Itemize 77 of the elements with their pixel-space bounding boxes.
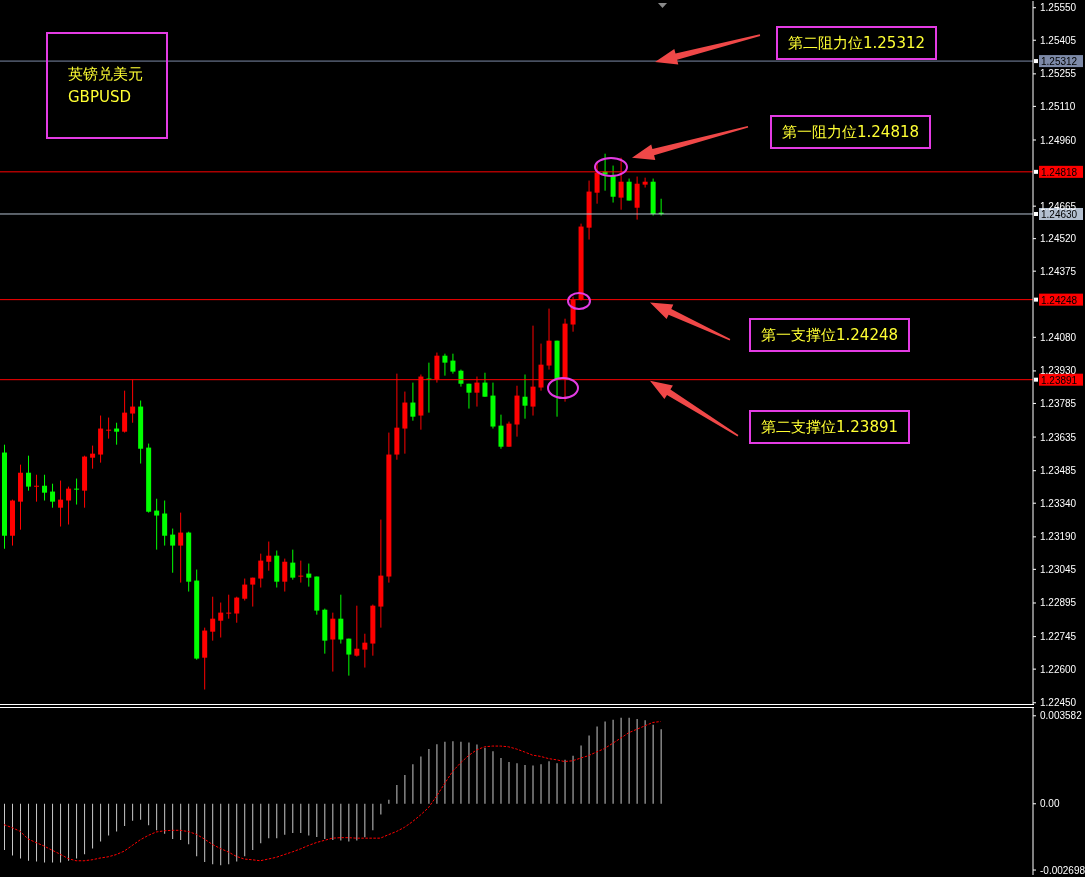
ref-line-label: 1.24818 — [1041, 166, 1078, 178]
candlestick — [354, 605, 360, 658]
candlestick — [34, 474, 40, 503]
candlestick — [626, 178, 632, 202]
candlestick — [242, 578, 248, 602]
candlestick — [170, 528, 176, 574]
candlestick — [234, 596, 240, 624]
y-tick-label: 1.23485 — [1040, 465, 1077, 477]
y-tick-label: 1.24080 — [1040, 331, 1077, 343]
candlestick — [58, 480, 64, 528]
line-series — [3, 721, 662, 862]
candlestick — [210, 596, 216, 642]
candlestick — [482, 372, 488, 398]
candlestick — [266, 541, 272, 572]
candlestick — [610, 165, 616, 204]
y-tick-label: 1.23930 — [1040, 365, 1077, 377]
y-tick-label: 1.22745 — [1040, 631, 1077, 643]
candlestick — [50, 483, 56, 509]
y-tick-label: 1.22450 — [1040, 697, 1077, 709]
candlestick — [522, 374, 528, 420]
candlestick — [258, 553, 264, 589]
candlestick — [250, 577, 256, 608]
candlestick — [506, 421, 512, 448]
candlestick — [634, 176, 640, 221]
candlestick — [290, 549, 296, 581]
ref-line-label: 1.23891 — [1041, 374, 1078, 386]
text: 英镑兑美元 — [68, 65, 143, 84]
candlestick — [26, 455, 32, 492]
candlestick — [466, 383, 472, 410]
candlestick — [306, 563, 312, 588]
text: GBPUSD — [68, 88, 132, 106]
y-tick-label: 0.003582 — [1040, 710, 1083, 722]
y-tick-label: 1.25405 — [1040, 34, 1077, 46]
y-tick-label: 1.24520 — [1040, 233, 1077, 245]
ref-line-label: 1.25312 — [1041, 56, 1078, 68]
annotation: 第二支撑位1.23891 — [749, 409, 911, 444]
candlestick — [66, 486, 72, 526]
y-tick-label: 1.23045 — [1040, 563, 1077, 575]
candlestick — [178, 512, 184, 584]
candlestick — [498, 414, 504, 450]
annotation: 第一支撑位1.24248 — [749, 317, 911, 352]
y-tick-label: 1.24375 — [1040, 265, 1077, 277]
y-tick-label: 0.00 — [1040, 798, 1060, 810]
candlestick — [442, 353, 448, 377]
annotation: 第二阻力位1.25312 — [776, 26, 938, 61]
y-tick-label: 1.23190 — [1040, 531, 1077, 543]
candlestick — [74, 478, 80, 506]
y-tick-label: 1.24960 — [1040, 134, 1077, 146]
candlestick — [90, 445, 96, 470]
candlestick — [282, 558, 288, 593]
candlestick — [298, 560, 304, 584]
candlestick — [122, 390, 128, 434]
candlestick — [154, 498, 160, 551]
annotation: 第一阻力位1.24818 — [770, 114, 932, 149]
candlestick — [42, 474, 48, 502]
candlestick — [338, 594, 344, 645]
candlestick — [330, 612, 336, 673]
y-tick-label: 1.23635 — [1040, 431, 1077, 443]
y-tick-label: 1.25110 — [1040, 100, 1076, 112]
candlestick — [114, 422, 120, 446]
y-tick-label: 1.25550 — [1040, 2, 1077, 14]
y-tick-label: 1.25255 — [1040, 68, 1077, 80]
ref-line-label: 1.24248 — [1041, 294, 1078, 306]
y-tick-label: 1.22600 — [1040, 663, 1077, 675]
candlestick — [226, 594, 232, 620]
candlestick — [450, 353, 456, 375]
candlestick — [642, 177, 648, 189]
candlestick — [162, 500, 168, 547]
candlestick — [362, 633, 368, 669]
candlestick — [346, 638, 352, 677]
y-tick-label: 1.23340 — [1040, 497, 1077, 509]
y-tick-label: 1.23785 — [1040, 397, 1077, 409]
candlestick — [106, 417, 112, 440]
candlestick — [410, 382, 416, 422]
y-tick-label: -0.002698 — [1040, 864, 1085, 876]
y-tick-label: 1.22895 — [1040, 597, 1077, 609]
candlestick — [218, 602, 224, 639]
